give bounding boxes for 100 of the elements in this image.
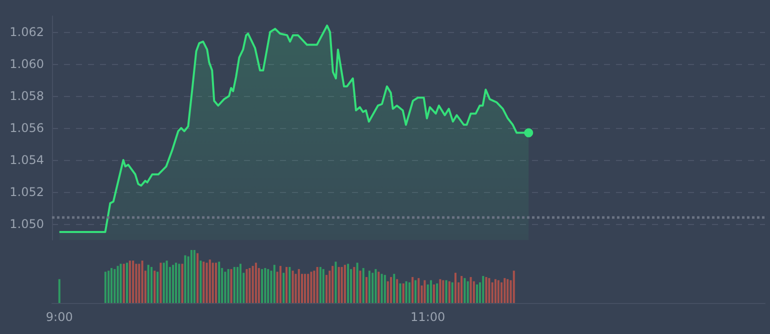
bar — [396, 279, 398, 303]
bar — [445, 280, 448, 303]
bar — [282, 272, 285, 303]
bar — [322, 269, 324, 303]
bar — [261, 269, 264, 303]
bar — [448, 281, 450, 303]
bar — [162, 262, 165, 303]
y-tick-label: 1.062 — [10, 25, 44, 39]
bar — [307, 274, 310, 303]
bar — [310, 272, 312, 303]
bar — [414, 280, 416, 303]
bar — [214, 262, 217, 303]
bar — [464, 278, 466, 303]
bar — [482, 276, 484, 303]
bar — [236, 266, 239, 303]
bar — [390, 277, 392, 303]
bar — [246, 269, 248, 303]
bar — [338, 266, 340, 303]
bar — [344, 264, 346, 303]
bar — [500, 282, 503, 303]
bar — [356, 262, 358, 303]
bar — [132, 260, 134, 303]
bar — [218, 262, 220, 303]
bar — [156, 272, 159, 303]
bar — [304, 274, 306, 303]
bar — [372, 272, 374, 303]
bar — [470, 277, 472, 303]
bar — [460, 276, 463, 303]
bar — [378, 272, 380, 303]
bar — [206, 262, 208, 303]
bar — [476, 284, 478, 303]
bar — [193, 250, 196, 303]
bar — [239, 264, 242, 303]
bar — [264, 268, 266, 303]
bar — [334, 262, 337, 303]
bar — [120, 264, 122, 303]
bar — [439, 279, 442, 303]
bar — [292, 270, 294, 303]
bar — [208, 260, 211, 303]
bar — [412, 277, 414, 303]
bar — [426, 284, 429, 303]
bar — [230, 269, 232, 303]
bar — [362, 268, 364, 303]
bar — [212, 262, 214, 303]
bar — [154, 270, 156, 303]
bar — [313, 270, 316, 303]
bar — [202, 262, 205, 303]
bar — [126, 262, 128, 303]
bar — [58, 279, 60, 303]
bar — [233, 266, 236, 303]
bar — [380, 274, 383, 303]
bar — [279, 266, 282, 303]
bar — [442, 280, 444, 303]
bar — [160, 262, 162, 303]
bar — [122, 264, 125, 303]
bar — [108, 270, 110, 303]
bar — [430, 280, 432, 303]
bar — [491, 282, 494, 303]
bar — [359, 270, 362, 303]
bar — [506, 279, 509, 303]
bar — [454, 272, 456, 303]
bar — [184, 255, 186, 303]
bar — [267, 269, 270, 303]
y-tick-label: 1.052 — [10, 185, 44, 199]
bar — [418, 278, 420, 303]
bar — [399, 283, 402, 303]
bar — [504, 278, 506, 303]
bar — [172, 264, 174, 303]
bar — [353, 266, 356, 303]
bar — [128, 260, 131, 303]
bar — [116, 266, 119, 303]
bar — [178, 264, 180, 303]
bar — [466, 281, 469, 303]
y-tick-label: 1.050 — [10, 217, 44, 231]
y-tick-label: 1.056 — [10, 121, 44, 135]
bar — [110, 268, 113, 303]
x-tick-label: 11:00 — [410, 310, 446, 324]
bar — [254, 262, 257, 303]
bar — [326, 274, 328, 303]
bar — [174, 262, 177, 303]
y-tick-label: 1.060 — [10, 57, 44, 71]
bar — [141, 260, 144, 303]
bar — [114, 269, 116, 303]
y-tick-label: 1.058 — [10, 89, 44, 103]
bar — [494, 279, 496, 303]
bar — [288, 266, 291, 303]
bar — [374, 269, 377, 303]
bar — [319, 266, 322, 303]
bar — [227, 269, 230, 303]
bar — [104, 272, 106, 303]
bar — [488, 278, 490, 303]
bar — [150, 266, 152, 303]
bar — [512, 270, 515, 303]
bar — [436, 283, 438, 303]
x-tick-label: 9:00 — [46, 310, 73, 324]
bar — [424, 280, 426, 303]
bar — [497, 280, 500, 303]
bar — [340, 266, 343, 303]
bar — [196, 253, 199, 303]
bar — [135, 264, 138, 303]
